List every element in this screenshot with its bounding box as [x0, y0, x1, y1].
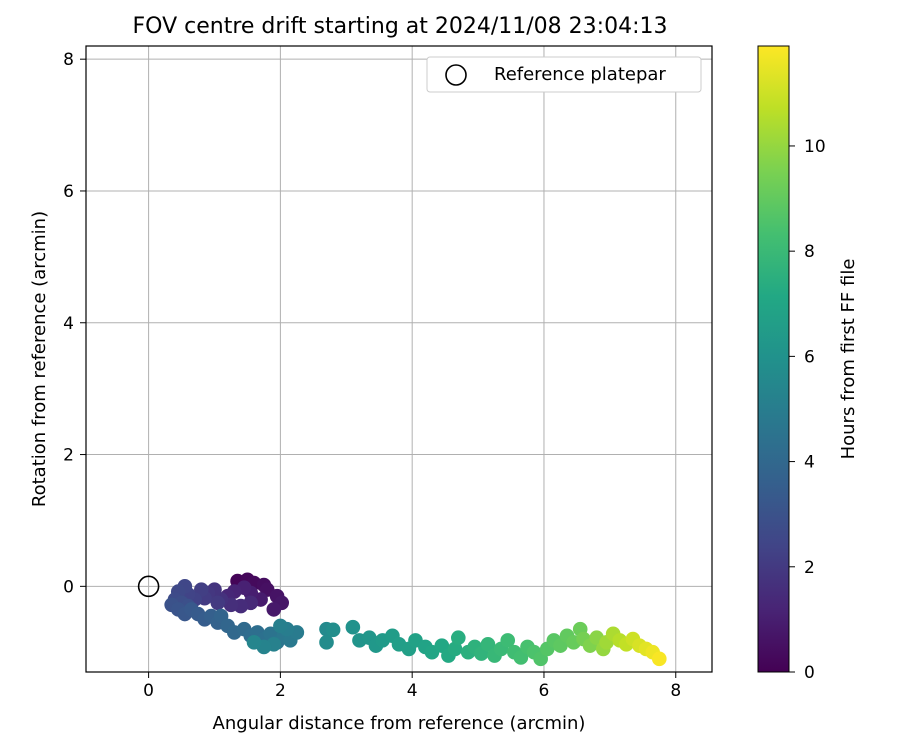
- legend-reference-marker: [445, 64, 467, 86]
- data-point: [345, 619, 361, 635]
- scatter-points: [164, 572, 667, 667]
- data-point: [513, 650, 529, 665]
- legend-box: [426, 56, 702, 93]
- y-axis-label: Rotation from reference (arcmin): [29, 211, 50, 507]
- data-point: [266, 602, 282, 617]
- x-tick-label: 6: [539, 681, 550, 701]
- reference-platepar-marker: [137, 575, 160, 598]
- plot-area-frame: [85, 45, 713, 673]
- y-tick-label: 0: [63, 577, 74, 597]
- data-point: [500, 633, 516, 648]
- grid: [86, 46, 712, 672]
- y-tick-label: 6: [63, 182, 74, 202]
- legend: Reference platepar: [426, 56, 702, 93]
- colorbar: 0 2 4 6 8 10 Hours from first FF file: [757, 45, 859, 683]
- colorbar-tick-label: 2: [804, 558, 815, 578]
- y-tick-label: 4: [63, 314, 74, 334]
- y-axis-ticks: 0 2 4 6 8: [63, 50, 86, 597]
- data-point: [447, 641, 463, 657]
- colorbar-tick-label: 0: [804, 663, 815, 683]
- x-tick-label: 4: [407, 681, 418, 701]
- legend-entry-reference-platepar: Reference platepar: [494, 64, 666, 85]
- y-tick-label: 8: [63, 50, 74, 70]
- chart-title: FOV centre drift starting at 2024/11/08 …: [133, 14, 668, 39]
- colorbar-tick-label: 8: [804, 242, 815, 262]
- colorbar-gradient: [757, 45, 790, 673]
- data-point: [325, 622, 341, 638]
- colorbar-ticks: 0 2 4 6 8 10: [789, 137, 826, 683]
- data-point: [273, 618, 288, 634]
- x-tick-label: 2: [275, 681, 286, 701]
- data-point: [451, 630, 466, 646]
- colorbar-tick-label: 4: [804, 453, 815, 473]
- x-tick-label: 8: [670, 681, 681, 701]
- data-point: [319, 635, 334, 650]
- x-tick-label: 0: [143, 681, 154, 701]
- data-point: [651, 651, 667, 667]
- data-point: [210, 595, 226, 611]
- y-tick-label: 2: [63, 446, 74, 466]
- x-axis-label: Angular distance from reference (arcmin): [213, 713, 586, 734]
- colorbar-tick-label: 10: [804, 137, 826, 157]
- colorbar-tick-label: 6: [804, 347, 815, 367]
- data-point: [246, 635, 262, 650]
- data-point: [480, 637, 496, 652]
- x-axis-ticks: 0 2 4 6 8: [143, 672, 681, 701]
- colorbar-label: Hours from first FF file: [838, 259, 859, 460]
